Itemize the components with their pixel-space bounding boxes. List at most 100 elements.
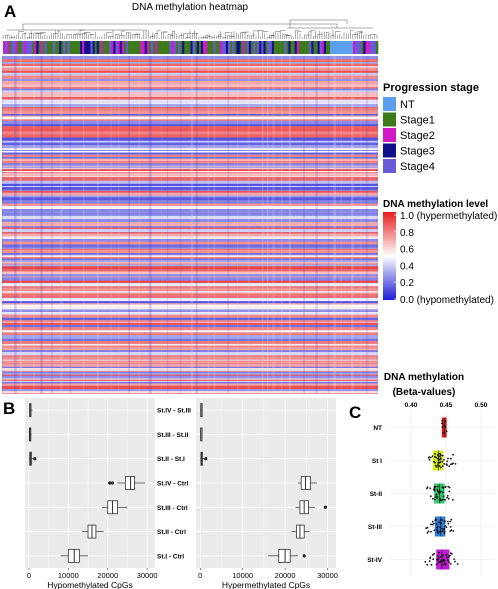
annotation-cell — [84, 41, 87, 54]
annotation-cell — [57, 41, 60, 54]
data-point — [436, 559, 439, 561]
x-tick-label: 0.50 — [475, 402, 488, 409]
data-point — [445, 430, 448, 433]
category-label: St.IV - Ctrl — [157, 481, 189, 488]
heatmap-row — [2, 163, 378, 166]
heatmap-row — [2, 371, 378, 374]
data-point — [438, 499, 441, 502]
annotation-cell — [182, 41, 185, 54]
heatmap-row — [2, 120, 378, 125]
annotation-cell — [190, 41, 193, 54]
data-point — [430, 563, 433, 566]
heatmap-row — [2, 389, 378, 392]
annotation-cell — [15, 41, 18, 54]
box-outlier — [204, 457, 208, 461]
heatmap-row — [2, 189, 378, 191]
box-outlier — [110, 481, 115, 485]
stage-legend-swatch — [383, 112, 396, 127]
annotation-cell — [375, 41, 379, 54]
annotation-cell — [67, 41, 70, 54]
annotation-cell — [13, 41, 16, 54]
stage-legend-label: Stage3 — [400, 146, 435, 158]
data-point — [449, 554, 451, 557]
heatmap-row — [2, 70, 378, 73]
data-point — [447, 457, 449, 460]
data-point — [436, 488, 439, 491]
annotation-cell — [132, 41, 135, 54]
annotation-cell — [163, 41, 166, 54]
x-axis-label: Hypermethylated CpGs — [222, 580, 310, 589]
category-label: St I — [372, 458, 382, 465]
category-label: St.III - St.II — [157, 432, 189, 439]
heatmap-row — [2, 59, 378, 63]
heatmap-row — [2, 274, 378, 277]
annotation-cell — [96, 41, 100, 54]
data-point — [435, 456, 438, 459]
data-point — [453, 558, 456, 560]
heatmap-row — [2, 183, 378, 187]
data-point — [447, 559, 449, 562]
annotation-cell — [146, 41, 150, 54]
data-point — [447, 556, 450, 559]
data-point — [436, 454, 439, 456]
annotation-cell — [269, 41, 273, 54]
heatmap-row — [2, 223, 378, 227]
annotation-cell — [305, 41, 308, 54]
annotation-cell — [250, 41, 254, 54]
heatmap-row — [2, 238, 378, 242]
heatmap-column — [166, 56, 169, 394]
annotation-cell — [257, 41, 260, 54]
heatmap-row — [2, 221, 378, 224]
annotation-cell — [319, 41, 323, 54]
annotation-cell — [344, 41, 348, 54]
data-point — [449, 526, 452, 528]
data-point — [436, 495, 439, 498]
annotation-cell — [296, 41, 300, 54]
heatmap-row — [2, 229, 378, 233]
heatmap-row — [2, 250, 378, 254]
annotation-cell — [90, 41, 93, 54]
data-point — [429, 495, 432, 498]
annotation-cell — [107, 41, 110, 54]
heatmap-column — [376, 56, 378, 394]
data-point — [440, 522, 443, 525]
annotation-cell — [86, 41, 89, 54]
heatmap-row — [2, 298, 378, 302]
heatmap-row — [2, 200, 378, 202]
data-point — [443, 530, 446, 533]
stage-legend-label: NT — [400, 99, 415, 111]
annotation-cell — [300, 41, 304, 54]
heatmap-row — [2, 90, 378, 93]
annotation-cell — [203, 41, 206, 54]
heatmap-row — [2, 97, 378, 100]
annotation-cell — [265, 41, 268, 54]
annotation-cell — [111, 41, 114, 54]
data-point — [431, 520, 434, 523]
panel-c-subtitle: (Beta-values) — [393, 387, 456, 398]
data-point — [438, 458, 440, 461]
heatmap-column — [51, 56, 53, 394]
annotation-cell — [11, 41, 14, 54]
stage-legend-label: Stage2 — [400, 130, 435, 142]
heatmap-row — [2, 116, 378, 120]
annotation-cell — [321, 41, 325, 54]
data-point — [435, 465, 438, 468]
data-point — [429, 456, 432, 459]
data-point — [446, 460, 449, 463]
category-label: St-IV — [367, 557, 382, 564]
annotation-cell — [323, 41, 327, 54]
data-point — [442, 558, 445, 561]
color-tick-label: 1.0 (hypermethylated) — [400, 211, 497, 222]
annotation-cell — [61, 41, 64, 54]
annotation-cell — [200, 41, 204, 54]
heatmap-row — [2, 307, 378, 310]
x-tick-label: 30000 — [137, 571, 158, 580]
annotation-cell — [240, 41, 243, 54]
annotation-cell — [278, 41, 281, 54]
annotation-cell — [207, 41, 210, 54]
heatmap-row — [2, 80, 378, 85]
heatmap-column — [2, 56, 4, 394]
annotation-cell — [317, 41, 320, 54]
annotation-cell — [134, 41, 137, 54]
heatmap-column — [190, 56, 194, 394]
